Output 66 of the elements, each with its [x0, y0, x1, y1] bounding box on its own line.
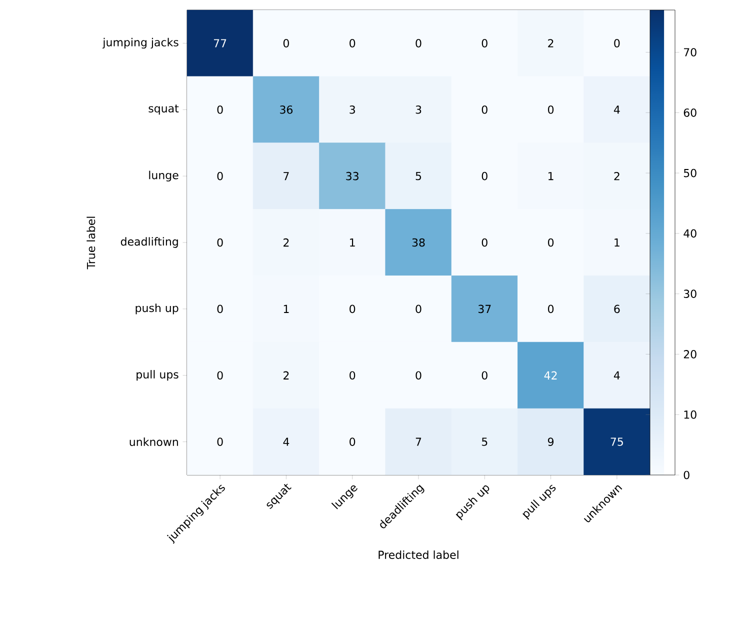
data-label: 0 — [217, 304, 223, 314]
data-label: 0 — [350, 438, 356, 446]
data-label: 9 — [548, 438, 554, 446]
data-label: 3 — [416, 105, 422, 114]
data-label: 4 — [614, 106, 620, 114]
data-label: 0 — [482, 238, 488, 247]
data-label: 2 — [284, 238, 289, 247]
data-label: 2 — [284, 371, 289, 380]
color-bar-label: 0 — [684, 470, 690, 480]
data-label: 1 — [548, 172, 554, 180]
data-label: 0 — [416, 39, 422, 48]
data-label: 0 — [217, 105, 223, 114]
y-tick-label: unknown — [130, 438, 178, 446]
data-label: 0 — [416, 371, 422, 380]
data-label: 38 — [412, 238, 425, 247]
y-tick-label: jumping jacks — [102, 38, 178, 49]
data-label: 2 — [614, 172, 620, 180]
y-tick-label: lunge — [149, 170, 178, 182]
data-label: 37 — [478, 304, 491, 314]
data-label: 0 — [283, 39, 289, 48]
data-label: 0 — [614, 39, 620, 48]
color-bar-label: 70 — [684, 48, 696, 56]
x-axis-title: Predicted label — [378, 550, 458, 559]
data-label: 2 — [548, 39, 554, 48]
color-bar-label: 40 — [684, 229, 696, 238]
data-label: 1 — [614, 238, 620, 247]
color-bar-label: 60 — [684, 108, 696, 117]
data-label: 36 — [280, 105, 293, 114]
data-label: 0 — [217, 238, 223, 247]
data-label: 1 — [284, 304, 289, 313]
data-label: 7 — [416, 438, 422, 446]
data-label: 1 — [350, 238, 355, 247]
data-label: 5 — [482, 438, 488, 446]
y-tick-label: deadlifting — [120, 237, 178, 248]
color-bar-label: 50 — [684, 168, 696, 178]
data-label: 0 — [548, 304, 554, 314]
y-axis-title: True label — [86, 216, 96, 270]
data-label: 75 — [610, 438, 623, 446]
data-label: 0 — [482, 105, 488, 114]
y-tick-label: squat — [148, 104, 179, 115]
data-label: 7 — [284, 172, 289, 180]
data-label: 0 — [482, 172, 488, 180]
data-label: 0 — [548, 105, 554, 114]
data-label: 0 — [482, 39, 488, 48]
data-label: 4 — [283, 438, 290, 446]
data-label: 0 — [217, 172, 223, 180]
data-label: 0 — [350, 371, 356, 380]
data-label: 0 — [548, 238, 554, 247]
color-bar-label: 10 — [684, 410, 696, 419]
data-label: 0 — [350, 39, 356, 48]
data-label: 0 — [217, 438, 223, 446]
data-label: 0 — [482, 371, 488, 380]
color-bar-label: 30 — [684, 290, 696, 298]
data-label: 42 — [544, 371, 557, 380]
data-label: 4 — [614, 371, 620, 380]
data-label: 6 — [614, 304, 620, 314]
data-label: 33 — [346, 172, 358, 180]
data-label: 3 — [350, 105, 355, 114]
data-label: 5 — [416, 172, 422, 180]
data-label: 0 — [416, 304, 422, 314]
color-bar-label: 20 — [684, 350, 696, 358]
data-label: 77 — [214, 39, 226, 48]
data-label: 0 — [350, 304, 356, 314]
data-label: 0 — [217, 371, 223, 380]
y-tick-label: push up — [136, 304, 178, 314]
y-tick-label: pull ups — [136, 370, 178, 381]
